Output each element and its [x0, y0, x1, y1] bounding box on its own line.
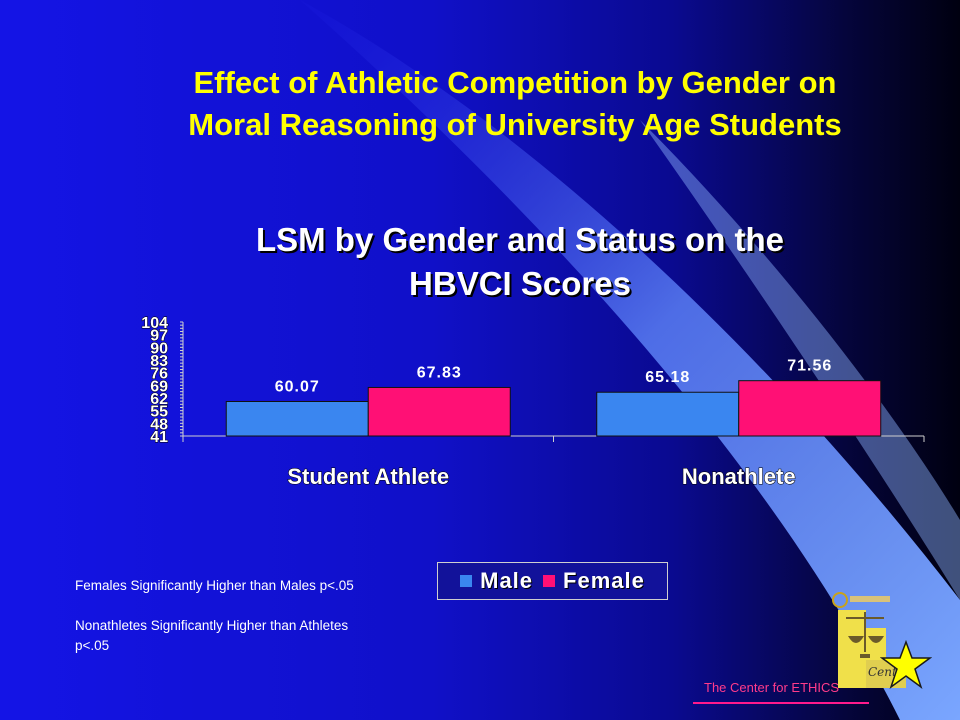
legend-swatch-female — [543, 575, 556, 587]
x-tick-label: Nonathlete — [682, 464, 796, 489]
note-status: Nonathletes Significantly Higher than At… — [75, 618, 349, 653]
significance-notes: Females Significantly Higher than Males … — [75, 576, 355, 676]
x-tick-label: Student Athlete — [287, 464, 449, 489]
legend-item-male: Male — [460, 568, 533, 594]
center-for-ethics-logo: Center — [832, 592, 911, 688]
note-gender: Females Significantly Higher than Males … — [75, 578, 354, 593]
y-tick-label: 104 — [141, 315, 168, 332]
data-label: 71.56 — [787, 358, 832, 375]
y-tick-label: 62 — [150, 391, 168, 408]
chart-legend: Male Female — [437, 562, 668, 600]
y-tick-label: 41 — [150, 429, 168, 446]
y-tick-label: 76 — [150, 366, 168, 383]
bar-male — [225, 400, 369, 437]
legend-item-female: Female — [543, 568, 645, 594]
y-tick-label: 55 — [150, 404, 168, 421]
data-label: 65.18 — [645, 369, 690, 386]
footer-text: The Center for ETHICS* — [704, 680, 845, 695]
y-tick-label: 48 — [150, 416, 168, 433]
legend-swatch-male — [460, 575, 473, 587]
y-tick-label: 97 — [150, 328, 168, 345]
y-tick-label: 83 — [150, 353, 168, 370]
chart-title-line-1: LSM by Gender and Status on the — [255, 221, 785, 258]
bar-female — [738, 380, 882, 437]
bar-female — [367, 386, 511, 437]
chart-title-line-2: HBVCI Scores — [409, 265, 631, 302]
data-label: 67.83 — [417, 364, 462, 381]
slide-title-line-2: Moral Reasoning of University Age Studen… — [188, 107, 842, 142]
slide-title-line-1: Effect of Athletic Competition by Gender… — [193, 65, 837, 100]
legend-label-male: Male — [480, 568, 534, 593]
bar-male — [596, 391, 740, 437]
slide-title: Effect of Athletic Competition by Gender… — [60, 62, 960, 146]
y-tick-label: 90 — [150, 340, 168, 357]
data-label: 60.07 — [275, 378, 320, 395]
footer-underline — [693, 702, 869, 704]
y-tick-label: 69 — [150, 378, 168, 395]
yellow-star-icon — [880, 640, 932, 689]
chart-title: LSM by Gender and Status on the HBVCI Sc… — [150, 218, 890, 306]
legend-label-female: Female — [563, 568, 645, 593]
